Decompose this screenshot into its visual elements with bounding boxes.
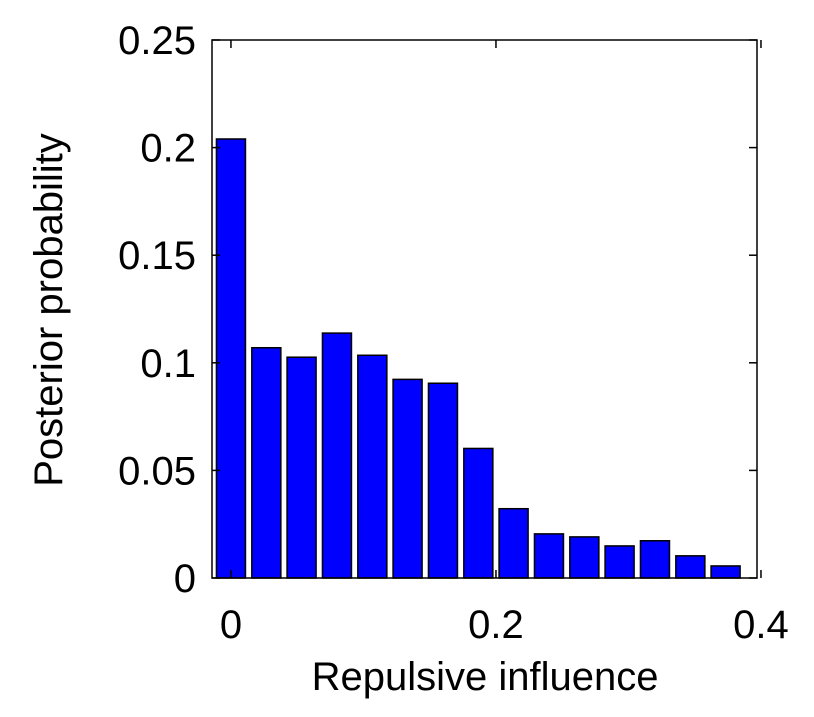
bar [357, 354, 388, 579]
plot-frame [211, 39, 758, 579]
bar [604, 545, 635, 579]
y-axis-label: Posterior probability [27, 133, 71, 487]
y-tick-label: 0.15 [118, 234, 196, 278]
x-tick-label: 0.2 [468, 603, 524, 647]
bar [251, 346, 282, 579]
bar [710, 565, 741, 579]
bar [498, 507, 529, 579]
bar [569, 536, 600, 579]
y-tick-label: 0.25 [118, 19, 196, 63]
bar [427, 382, 459, 579]
y-tick-label: 0.1 [140, 342, 196, 386]
bar [533, 533, 565, 579]
x-tick-label: 0.4 [733, 603, 789, 647]
x-tick-label: 0 [220, 603, 242, 647]
x-axis-label: Repulsive influence [312, 655, 659, 699]
bar [286, 356, 317, 579]
bar [215, 138, 247, 579]
y-tick-label: 0 [174, 557, 196, 601]
bar [463, 447, 494, 579]
bar [392, 378, 423, 579]
y-tick-label: 0.2 [140, 127, 196, 171]
bar [675, 555, 706, 579]
y-tick-label: 0.05 [118, 449, 196, 493]
bar [321, 332, 353, 579]
bar [639, 540, 671, 579]
